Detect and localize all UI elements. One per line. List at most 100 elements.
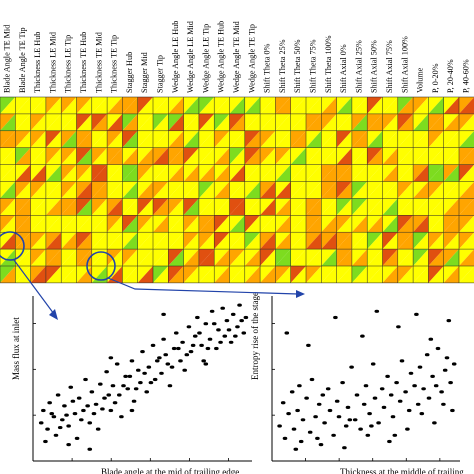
data-point [180,340,185,344]
matrix-cell-lower [443,232,459,250]
matrix-cell-lower [244,232,261,250]
data-point [426,396,432,400]
data-point [207,337,213,341]
data-point [291,427,297,431]
matrix-cell-upper [107,97,123,114]
data-point [367,412,372,416]
matrix-cell-upper [459,266,474,283]
matrix-cell-upper [459,198,474,216]
column-label: Shift Theta 25% [278,39,287,93]
matrix-cell-upper [428,181,444,199]
matrix-cell-lower [367,147,383,165]
matrix-cell-upper [321,232,337,250]
column-label: Wedge Angle TE Tip [247,24,256,93]
matrix-cell-lower [76,198,92,216]
matrix-cell-lower [321,130,337,148]
matrix-cell-lower [351,164,368,182]
matrix-cell-lower [107,147,123,165]
data-point [408,371,414,375]
column-label: Thickness LE Tip [64,35,73,93]
matrix-cell-upper [351,249,368,266]
data-point [448,381,453,385]
matrix-cell-upper [397,249,414,266]
matrix-cell-lower [275,181,291,199]
matrix-cell-lower [183,232,199,250]
matrix-cell-upper [30,181,46,199]
matrix-cell-upper [244,164,261,182]
matrix-cell-upper [229,266,245,283]
data-point [186,325,192,329]
data-point [133,387,139,391]
matrix-cell-lower [183,130,199,148]
column-label: Blade Angle TE Mid [2,25,11,93]
matrix-cell-upper [214,113,230,131]
matrix-cell-lower [61,113,77,131]
data-point [142,371,147,375]
matrix-cell-upper [91,181,108,199]
matrix-cell-upper [397,147,414,165]
matrix-cell-lower [168,164,184,182]
matrix-cell-upper [229,249,245,266]
matrix-cell-lower [30,215,46,233]
matrix-cell-lower [15,249,31,266]
matrix-cell-upper [153,97,169,114]
data-point [421,387,426,391]
matrix-cell-upper [153,147,169,165]
matrix-cell-upper [275,181,291,199]
data-point [340,381,345,385]
matrix-cell-upper [45,147,62,165]
matrix-cell-lower [336,232,352,250]
matrix-cell-upper [45,181,62,199]
matrix-cell-upper [153,266,169,283]
matrix-cell-lower [183,215,199,233]
matrix-cell-upper [15,97,31,114]
matrix-cell-upper [30,164,46,182]
matrix-cell-upper [229,215,245,233]
matrix-cell-lower [306,130,322,148]
matrix-cell-upper [321,147,337,165]
data-point [178,359,183,363]
matrix-cell-upper [397,215,414,233]
matrix-cell-upper [336,147,352,165]
matrix-cell-lower [15,97,31,114]
matrix-cell-lower [183,164,199,182]
matrix-cell-upper [290,147,306,165]
matrix-cell-lower [306,181,322,199]
column-label: Wedge Angle LE Mid [186,21,195,93]
matrix-cell-upper [15,198,31,216]
matrix-cell-lower [153,113,169,131]
matrix-cell-upper [76,249,92,266]
matrix-cell-lower [30,130,46,148]
matrix-cell-lower [15,113,31,131]
matrix-cell-lower [153,164,169,182]
matrix-cell-lower [306,147,322,165]
matrix-cell-lower [336,97,352,114]
matrix-cell-lower [459,97,474,114]
matrix-cell-lower [153,97,169,114]
matrix-cell-upper [367,97,383,114]
data-point [201,359,206,363]
matrix-cell-lower [198,113,215,131]
matrix-cell-lower [367,249,383,266]
matrix-cell-upper [428,147,444,165]
matrix-cell-upper [413,147,429,165]
data-point [83,377,88,382]
matrix-cell-lower [351,249,368,266]
matrix-cell-lower [382,164,398,182]
matrix-cell-lower [351,130,368,148]
data-point [289,390,295,394]
matrix-cell-upper [30,198,46,216]
matrix-cell-lower [137,215,153,233]
data-point [318,443,324,447]
data-point [98,382,103,386]
matrix-cell-lower [397,215,414,233]
matrix-cell-lower [61,147,77,165]
matrix-cell-lower [198,181,215,199]
data-point [203,362,209,366]
data-point [282,436,288,440]
matrix-cell-lower [428,113,444,131]
matrix-cell-lower [91,113,108,131]
data-point [60,418,65,422]
matrix-cell-upper [321,97,337,114]
matrix-cell-upper [91,147,108,165]
